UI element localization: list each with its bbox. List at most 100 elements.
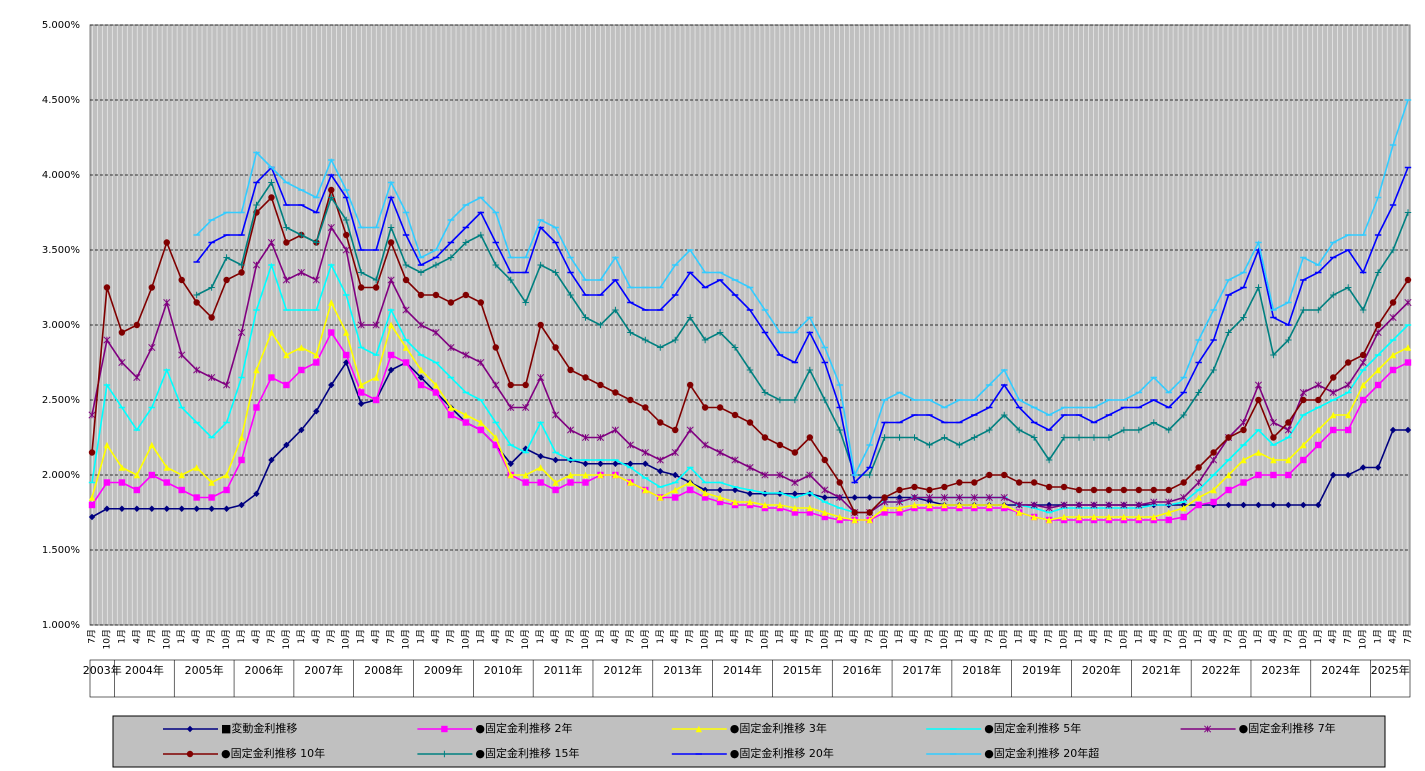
- marker: [328, 186, 335, 194]
- marker: [268, 194, 275, 201]
- marker: [1195, 501, 1202, 509]
- x-tick-label: 1月: [834, 629, 845, 644]
- marker: [1015, 501, 1023, 509]
- marker: [567, 471, 574, 479]
- marker: [746, 419, 754, 426]
- marker: [417, 291, 425, 299]
- marker: [387, 224, 395, 231]
- marker: [1180, 479, 1187, 486]
- marker: [1045, 456, 1053, 464]
- marker: [1105, 486, 1113, 494]
- marker: [746, 463, 754, 472]
- marker: [462, 419, 470, 426]
- marker: [1315, 501, 1322, 509]
- marker: [1210, 366, 1217, 374]
- marker: [746, 490, 754, 497]
- marker: [447, 299, 455, 306]
- marker: [866, 471, 873, 479]
- year-label: 2004年: [125, 663, 164, 677]
- marker: [387, 351, 395, 359]
- marker: [731, 498, 739, 506]
- marker: [627, 329, 634, 336]
- marker: [657, 468, 664, 475]
- marker: [1240, 456, 1247, 464]
- marker: [1030, 501, 1038, 509]
- marker: [1180, 493, 1188, 502]
- marker: [895, 498, 904, 506]
- marker: [1389, 366, 1397, 374]
- marker: [1300, 501, 1307, 509]
- marker: [432, 381, 440, 389]
- marker: [1090, 434, 1098, 441]
- marker: [642, 460, 649, 467]
- marker: [1075, 486, 1083, 494]
- marker: [1015, 426, 1023, 434]
- marker: [881, 509, 888, 516]
- marker: [343, 329, 350, 336]
- marker: [716, 448, 724, 457]
- marker: [582, 479, 589, 486]
- marker: [641, 448, 649, 457]
- marker: [971, 479, 978, 486]
- marker: [447, 404, 455, 411]
- x-tick-label: 4月: [1029, 629, 1040, 644]
- x-tick-label: 7月: [146, 629, 157, 644]
- marker: [1150, 486, 1157, 494]
- marker: [695, 725, 702, 733]
- marker: [208, 373, 216, 382]
- marker: [462, 291, 470, 299]
- marker: [328, 381, 335, 389]
- marker: [776, 396, 784, 404]
- marker: [1330, 411, 1337, 419]
- marker: [283, 239, 290, 246]
- marker: [297, 268, 305, 277]
- x-tick-label: 1月: [894, 629, 905, 644]
- marker: [671, 448, 679, 457]
- marker: [597, 381, 604, 389]
- marker: [118, 464, 126, 471]
- marker: [881, 504, 888, 512]
- marker: [1204, 725, 1212, 733]
- marker: [866, 509, 873, 516]
- marker: [223, 486, 230, 494]
- marker: [537, 261, 544, 269]
- marker: [313, 239, 320, 246]
- marker: [1344, 284, 1352, 291]
- marker: [986, 471, 993, 479]
- marker: [1060, 434, 1068, 441]
- y-tick-label: 4.000%: [42, 170, 80, 181]
- marker: [103, 284, 111, 291]
- marker: [1195, 464, 1202, 471]
- marker: [1090, 513, 1098, 521]
- marker: [791, 478, 799, 487]
- marker: [956, 479, 963, 486]
- x-tick-label: 10月: [939, 629, 950, 649]
- year-label: 2019年: [1022, 663, 1061, 677]
- marker: [1344, 381, 1352, 389]
- marker: [1090, 501, 1098, 509]
- marker: [1225, 434, 1232, 441]
- marker: [672, 471, 679, 479]
- marker: [372, 284, 380, 291]
- marker: [163, 479, 170, 486]
- marker: [1404, 298, 1412, 307]
- marker: [1165, 516, 1172, 524]
- marker: [1001, 471, 1008, 479]
- marker: [627, 396, 634, 404]
- marker: [701, 441, 709, 449]
- marker: [402, 276, 410, 284]
- marker: [642, 404, 649, 411]
- marker: [477, 419, 485, 426]
- marker: [1075, 513, 1083, 521]
- x-tick-label: 4月: [1148, 629, 1159, 644]
- x-tick-label: 4月: [251, 629, 262, 644]
- marker: [253, 404, 260, 411]
- marker: [626, 441, 634, 449]
- marker: [1165, 498, 1173, 506]
- marker: [193, 366, 201, 374]
- marker: [238, 261, 245, 269]
- legend-item: ●固定金利推移 20年超: [926, 746, 1099, 760]
- x-tick-label: 1月: [236, 629, 247, 644]
- marker: [716, 486, 724, 494]
